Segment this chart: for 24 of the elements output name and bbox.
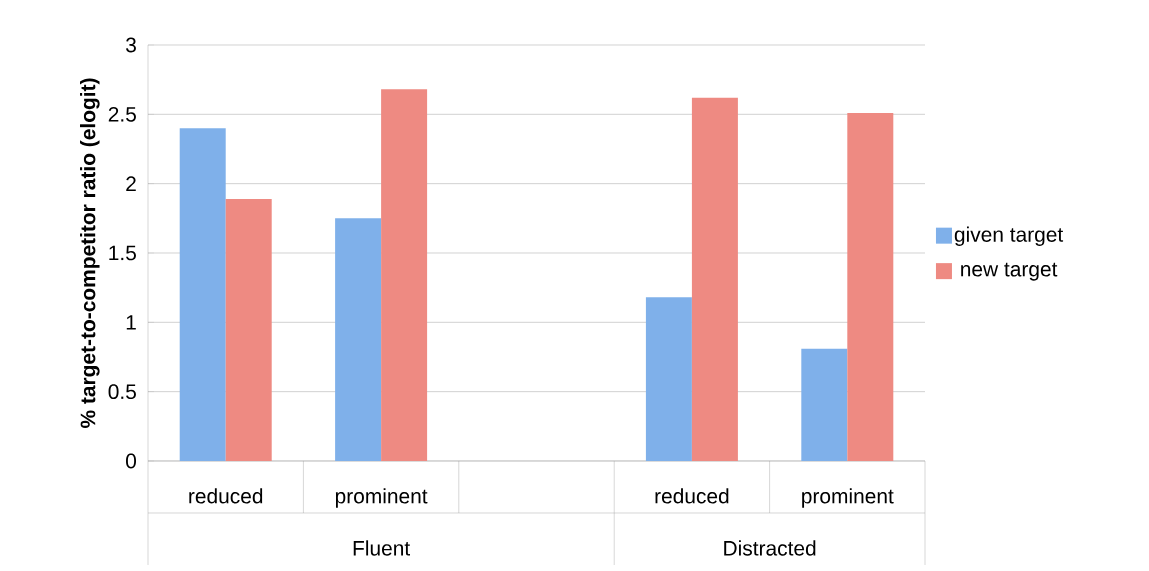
y-tick-label: 1 <box>126 315 136 330</box>
y-tick-label: 2.5 <box>108 106 136 122</box>
x-tick-label: prominent <box>802 488 894 508</box>
x-tick-label: reduced <box>189 488 263 504</box>
bar <box>801 348 848 461</box>
text: Distracted <box>724 540 816 556</box>
y-tick-label: 2 <box>126 176 136 191</box>
legend-label: given target <box>954 226 1064 247</box>
y-tick-label: 3 <box>126 37 136 53</box>
bar <box>645 297 692 461</box>
x-tick-label: reduced <box>655 488 729 504</box>
x-tick-label: prominent <box>335 488 428 508</box>
text: Fluent <box>353 540 411 556</box>
y-tick-label: 0.5 <box>108 384 136 400</box>
y-tick-label: 0 <box>126 453 137 469</box>
bar <box>691 97 738 461</box>
y-axis-title: % target-to-competitor ratio (elogit) <box>80 78 100 428</box>
bar <box>847 112 894 461</box>
bar <box>179 128 226 461</box>
bar <box>335 218 382 461</box>
legend-label: new target <box>961 262 1058 281</box>
bar <box>381 89 428 461</box>
bar <box>225 198 272 461</box>
y-tick-label: 1.5 <box>109 245 136 261</box>
